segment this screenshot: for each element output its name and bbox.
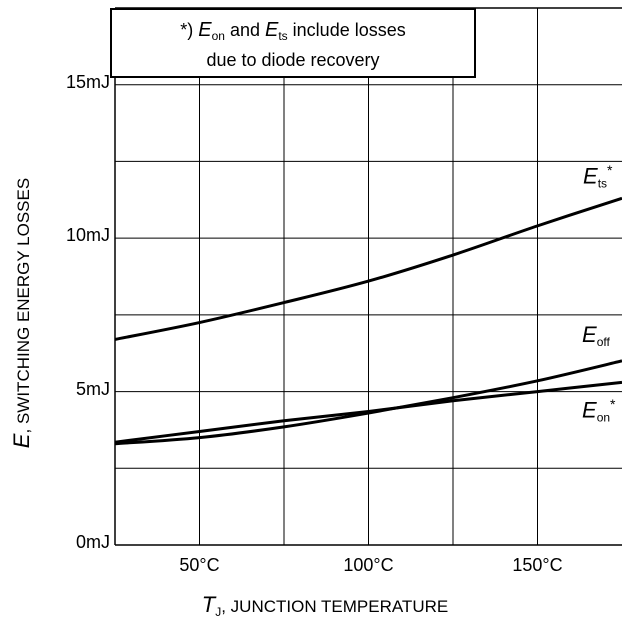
- series-line-off: [114, 359, 622, 446]
- footnote-sub-1: on: [211, 29, 225, 43]
- series-label-ts: Ets*: [583, 162, 612, 190]
- footnote-box: *) Eon and Ets include losses due to dio…: [110, 8, 476, 78]
- series-label-off: Eoff: [582, 322, 610, 349]
- footnote-line-1: *) Eon and Ets include losses: [112, 18, 474, 48]
- footnote-suffix: include losses: [287, 20, 406, 40]
- x-axis-title: TJ, JUNCTION TEMPERATURE: [160, 592, 490, 619]
- x-axis-subscript: J: [215, 605, 222, 619]
- series-label-asterisk: *: [610, 396, 616, 412]
- footnote-mid: and: [224, 20, 265, 40]
- y-tick-label: 10mJ: [65, 225, 110, 246]
- footnote-symbol-1: E: [198, 19, 212, 41]
- y-tick-label: 0mJ: [75, 532, 110, 552]
- footnote-sub-2: ts: [278, 29, 288, 43]
- y-axis-text: , SWITCHING ENERGY LOSSES: [14, 177, 33, 434]
- series-label-subscript: off: [596, 335, 610, 349]
- y-tick-label: 15mJ: [65, 71, 110, 92]
- x-axis-symbol: T: [201, 592, 216, 617]
- series-label-subscript: on: [596, 410, 611, 425]
- series-label-on: Eon*: [582, 396, 616, 424]
- x-tick-label: 150°C: [512, 555, 563, 575]
- y-tick-label: 5mJ: [75, 378, 110, 399]
- y-axis-title: E, SWITCHING ENERGY LOSSES: [9, 133, 35, 493]
- series-label-symbol: E: [582, 322, 597, 347]
- footnote-symbol-2: E: [264, 19, 279, 41]
- series-label-symbol: E: [582, 397, 597, 423]
- y-axis-symbol: E: [9, 433, 34, 449]
- x-axis-text: , JUNCTION TEMPERATURE: [221, 597, 449, 616]
- series-label-asterisk: *: [607, 162, 613, 178]
- footnote-prefix: *): [180, 20, 199, 40]
- series-label-subscript: ts: [597, 176, 608, 191]
- x-tick-label: 100°C: [343, 555, 394, 575]
- x-tick-label: 50°C: [179, 555, 220, 575]
- series-line-ts: [114, 196, 622, 341]
- footnote-line-2: due to diode recovery: [206, 50, 380, 70]
- series-label-symbol: E: [583, 163, 598, 189]
- series-line-on: [114, 380, 622, 444]
